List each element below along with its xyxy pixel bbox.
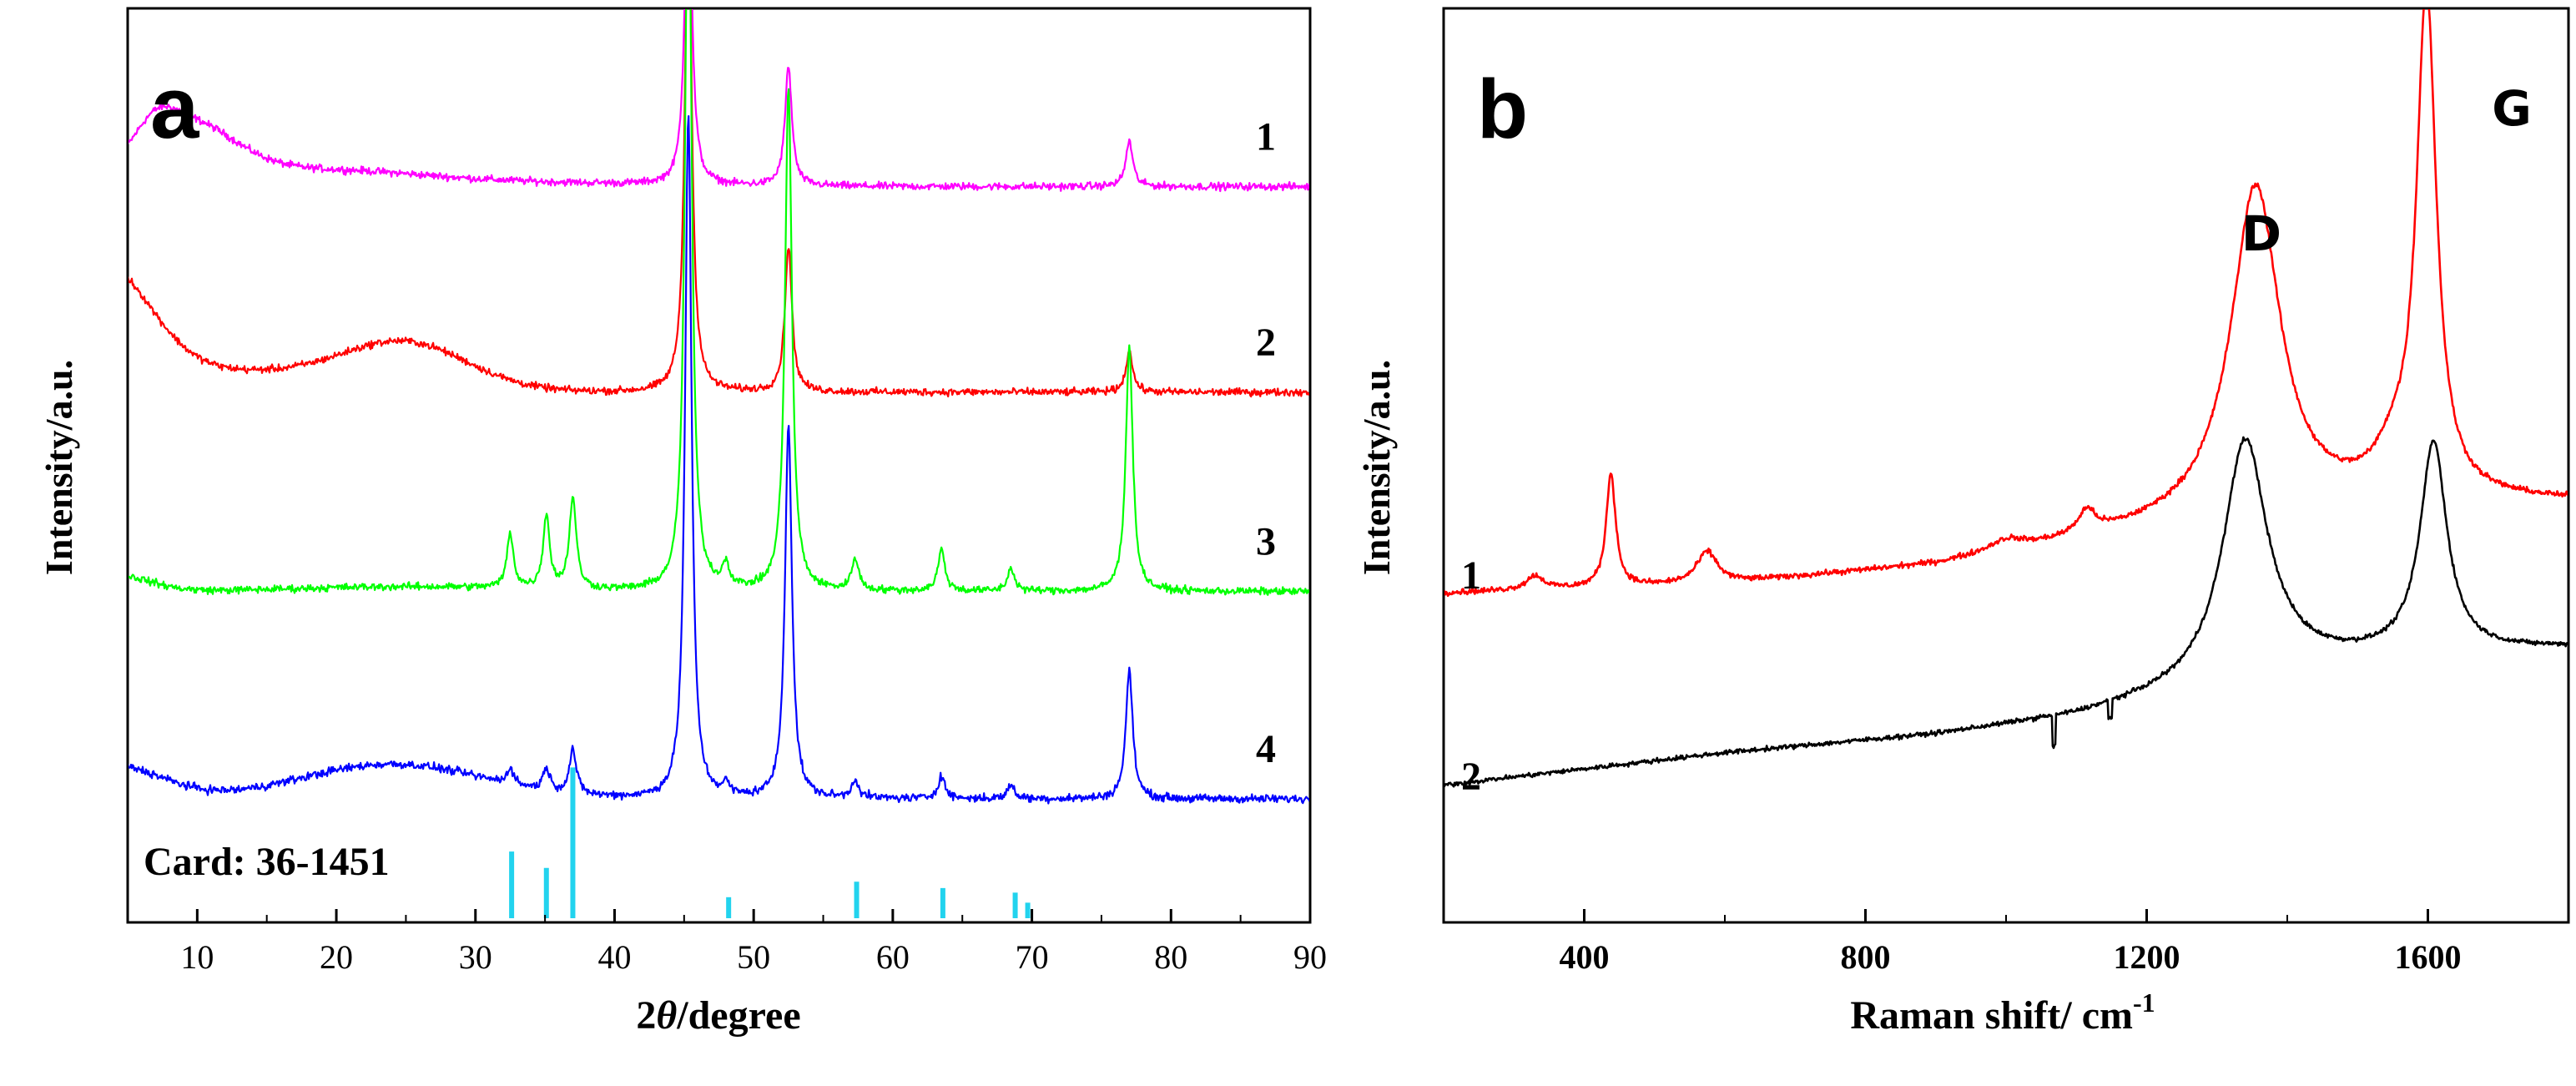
panel-a-x-tick-label-60: 60 [876, 938, 910, 976]
panel-b-series-line-1 [1444, 9, 2568, 598]
panel-a-x-tick-label-40: 40 [597, 938, 631, 976]
panel-a-reference-lines [509, 767, 1031, 918]
panel-a-series-line-4 [129, 115, 1309, 805]
panel-b-x-tick-label-400: 400 [1560, 938, 1610, 976]
panel-a-series-line-2 [129, 9, 1309, 398]
panel-a-x-axis-label: 2θ/degree [636, 993, 800, 1038]
panel-a-x-tick-labels: 10 20 30 40 50 60 70 80 90 [180, 938, 1327, 976]
panel-b-x-tick-label-800: 800 [1841, 938, 1891, 976]
panel-a-series-label-2: 2 [1256, 321, 1276, 365]
panel-b-x-tick-labels: 400 800 1200 1600 [1560, 938, 2462, 976]
panel-b-x-tick-label-1200: 1200 [2114, 938, 2180, 976]
peak-label-d: D [2241, 205, 2281, 262]
panel-a-series-number-labels: 1 2 3 4 [1256, 114, 1276, 771]
panel-a-series-line-1 [129, 9, 1309, 193]
panel-b: 400 800 1200 1600 12 b D G Intensity/a.u. R… [1355, 7, 2570, 1038]
panel-a-x-tick-label-20: 20 [320, 938, 353, 976]
panel-b-x-axis-label: Raman shift/ cm-1 [1850, 988, 2155, 1038]
panel-b-series-label-1: 1 [1461, 553, 1481, 598]
peak-label-g: G [2492, 80, 2532, 137]
panel-b-x-axis-label-superscript: -1 [2133, 988, 2155, 1018]
panel-b-series-line-2 [1444, 436, 2568, 788]
panel-a-x-axis-label-suffix: /degree [676, 993, 800, 1038]
panel-a-series-label-1: 1 [1256, 114, 1276, 159]
panel-a-x-tick-label-50: 50 [737, 938, 770, 976]
panel-a-series-line-3 [129, 9, 1309, 596]
panel-b-plot-frame [1442, 7, 2570, 924]
panel-a-plot-frame [126, 7, 1312, 924]
panel-b-x-axis-label-text: Raman shift/ cm [1850, 993, 2133, 1038]
panel-a-x-axis-label-theta: θ [656, 993, 677, 1038]
panel-b-letter: b [1477, 63, 1528, 156]
panel-a-x-axis-label-prefix: 2 [636, 993, 656, 1038]
panel-a-x-tick-label-10: 10 [180, 938, 214, 976]
panel-b-series-lines [1444, 9, 2568, 788]
panel-a-x-tick-label-70: 70 [1016, 938, 1049, 976]
panel-b-y-axis-label: Intensity/a.u. [1355, 360, 1398, 575]
panel-b-series-label-2: 2 [1461, 755, 1481, 799]
panel-a-y-axis-label: Intensity/a.u. [38, 360, 80, 575]
panel-a-series-label-4: 4 [1256, 727, 1276, 771]
panel-a-series-label-3: 3 [1256, 520, 1276, 564]
panel-a-letter: a [150, 59, 200, 157]
panel-a-series-lines [129, 9, 1309, 805]
panel-b-series-number-labels: 12 [1461, 553, 1481, 799]
panel-a-x-tick-label-80: 80 [1154, 938, 1187, 976]
panel-b-x-tick-label-1600: 1600 [2395, 938, 2462, 976]
panel-b-x-ticks [1443, 909, 2569, 922]
panel-a-x-tick-label-30: 30 [459, 938, 492, 976]
panel-a-x-tick-label-90: 90 [1293, 938, 1327, 976]
panel-a-card-label: Card: 36-1451 [144, 840, 390, 884]
panel-a-x-ticks [127, 909, 1312, 922]
